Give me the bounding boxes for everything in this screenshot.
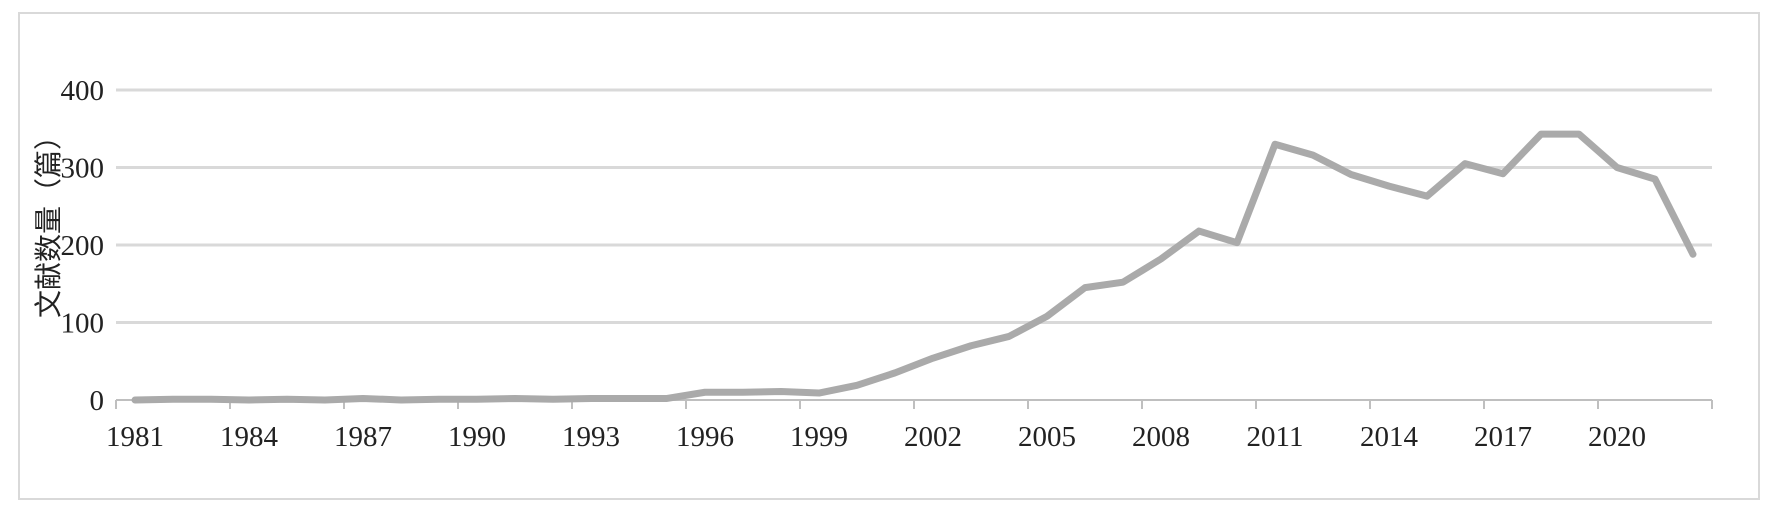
data-point — [666, 397, 668, 399]
data-point — [1160, 258, 1162, 260]
data-point — [1350, 173, 1352, 175]
y-tick-label: 0 — [90, 385, 105, 417]
data-point — [1198, 230, 1200, 232]
series-line-0 — [131, 130, 1697, 404]
data-point — [1236, 242, 1238, 244]
data-point — [552, 398, 554, 400]
series-layer — [131, 130, 1697, 404]
data-point — [856, 384, 858, 386]
data-point — [1008, 335, 1010, 337]
x-tick-label: 1987 — [334, 421, 392, 453]
data-point — [1312, 154, 1314, 156]
x-tick-label: 1981 — [106, 421, 164, 453]
x-tick-label: 1993 — [562, 421, 620, 453]
data-point — [1654, 178, 1656, 180]
x-tick-label: 1999 — [790, 421, 848, 453]
data-point — [324, 399, 326, 401]
data-point — [1692, 253, 1694, 255]
x-tick-label: 2002 — [904, 421, 962, 453]
gridlines — [116, 88, 1712, 324]
data-point — [628, 397, 630, 399]
x-tick-label: 1990 — [448, 421, 506, 453]
x-tick-label: 1984 — [220, 421, 279, 453]
y-tick-label: 200 — [61, 230, 105, 262]
data-point — [1578, 133, 1580, 135]
data-point — [780, 390, 782, 392]
data-point — [1122, 281, 1124, 283]
x-tick-label: 2005 — [1018, 421, 1076, 453]
x-tick-label: 1996 — [676, 421, 734, 453]
data-point — [210, 398, 212, 400]
data-point — [1274, 143, 1276, 145]
data-point — [514, 397, 516, 399]
chart-frame — [18, 12, 1760, 500]
data-point — [1616, 167, 1618, 168]
data-point — [590, 397, 592, 399]
data-point — [172, 398, 174, 400]
x-tick-label: 2017 — [1474, 421, 1532, 453]
x-tick-label: 2020 — [1588, 421, 1646, 453]
data-point — [1046, 315, 1048, 317]
data-point — [248, 399, 250, 401]
data-point — [970, 345, 972, 347]
data-point — [1502, 173, 1504, 175]
data-point — [704, 391, 706, 393]
data-point — [362, 397, 364, 399]
data-point — [932, 357, 934, 359]
data-point — [1540, 133, 1542, 135]
y-tick-labels: 0 100 200 300 400 — [61, 75, 105, 417]
data-point — [1426, 195, 1428, 197]
y-tick-label: 100 — [61, 308, 105, 340]
data-point — [742, 391, 744, 393]
y-tick-label: 300 — [61, 153, 105, 185]
y-axis-title: 文献数量（篇） — [32, 122, 65, 318]
data-point — [1388, 185, 1390, 187]
data-point — [438, 398, 440, 400]
data-point — [1464, 163, 1466, 165]
data-point — [818, 392, 820, 394]
data-point — [476, 398, 478, 400]
data-point — [400, 399, 402, 401]
x-tick-labels: 1981 1984 1987 1990 1993 1996 1999 2002 2005 2008… — [106, 421, 1646, 453]
data-point — [286, 398, 288, 400]
data-point — [1084, 287, 1086, 289]
y-tick-label: 400 — [61, 75, 105, 107]
data-point — [894, 372, 896, 374]
x-tick-label: 2008 — [1132, 421, 1190, 453]
data-point — [134, 399, 136, 401]
x-tick-label: 2014 — [1360, 421, 1419, 453]
x-tick-label: 2011 — [1247, 421, 1304, 453]
